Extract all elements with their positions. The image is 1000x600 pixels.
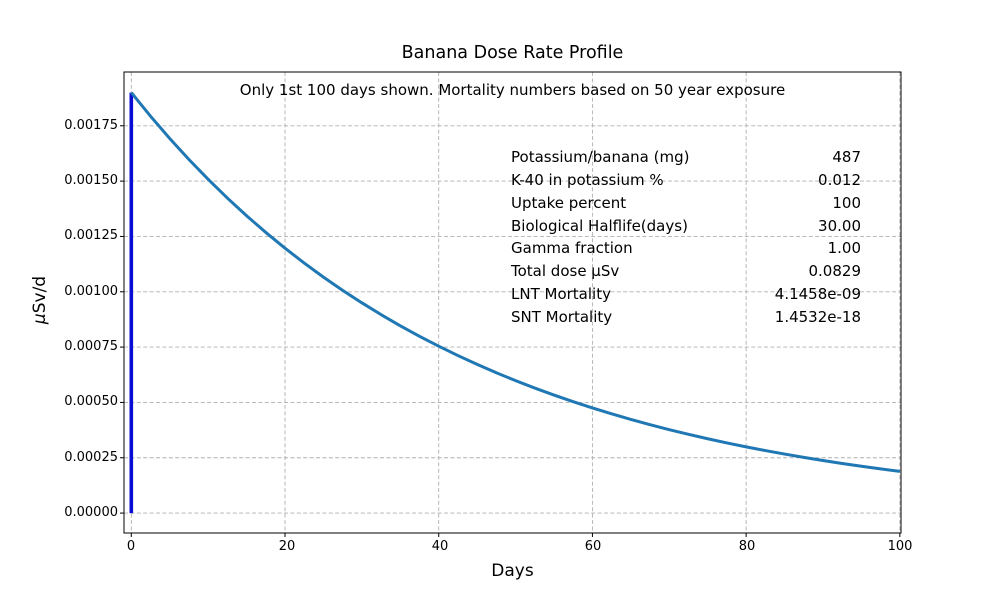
table-row: Gamma fraction 1.00 bbox=[511, 237, 861, 260]
y-tick-label: 0.00175 bbox=[64, 118, 118, 133]
x-tick-label: 80 bbox=[738, 539, 756, 554]
y-tick-label: 0.00125 bbox=[64, 228, 118, 243]
x-axis-label: Days bbox=[491, 561, 534, 581]
param-label: K-40 in potassium % bbox=[511, 170, 664, 189]
param-label: SNT Mortality bbox=[511, 307, 613, 326]
param-label: Potassium/banana (mg) bbox=[511, 148, 690, 166]
y-tick-label: 0.00100 bbox=[64, 284, 118, 299]
param-label: LNT Mortality bbox=[511, 285, 611, 304]
param-value: 4.1458e-09 bbox=[774, 285, 861, 304]
table-row: Total dose μSv 0.0829 bbox=[511, 260, 861, 283]
param-value: 1.4532e-18 bbox=[774, 307, 861, 326]
param-value: 30.00 bbox=[818, 216, 861, 235]
y-tick-label: 0.00000 bbox=[64, 505, 118, 520]
param-label: Gamma fraction bbox=[511, 239, 633, 258]
x-tick-label: 0 bbox=[126, 539, 136, 554]
mu-glyph: μ bbox=[30, 313, 50, 325]
table-row: Uptake percent 100 bbox=[511, 192, 861, 215]
y-tick-label: 0.00150 bbox=[64, 173, 118, 188]
parameter-table: Potassium/banana (mg) 487 K-40 in potass… bbox=[511, 146, 861, 329]
table-row: SNT Mortality 1.4532e-18 bbox=[511, 306, 861, 329]
x-tick-label: 100 bbox=[887, 539, 913, 554]
x-tick-label: 60 bbox=[584, 539, 602, 554]
chart-title: Banana Dose Rate Profile bbox=[401, 43, 624, 63]
axes-frame bbox=[123, 71, 902, 534]
param-value: 100 bbox=[832, 193, 861, 212]
dose-rate-decay bbox=[130, 91, 901, 473]
x-tick-label: 40 bbox=[431, 539, 449, 554]
param-value: 487 bbox=[832, 148, 861, 166]
param-value: 1.00 bbox=[827, 239, 861, 258]
y-tick-label: 0.00050 bbox=[64, 394, 118, 409]
y-tick-label: 0.00025 bbox=[64, 450, 118, 465]
table-row: K-40 in potassium % 0.012 bbox=[511, 169, 861, 192]
param-label: Total dose μSv bbox=[511, 262, 620, 281]
param-value: 0.0829 bbox=[808, 262, 862, 281]
x-tick-label: 20 bbox=[278, 539, 296, 554]
chart-annotation: Only 1st 100 days shown. Mortality numbe… bbox=[239, 81, 786, 99]
y-tick-label: 0.00075 bbox=[64, 339, 118, 354]
table-row: LNT Mortality 4.1458e-09 bbox=[511, 283, 861, 306]
table-row: Biological Halflife(days) 30.00 bbox=[511, 215, 861, 238]
table-row: Potassium/banana (mg) 487 bbox=[511, 146, 861, 169]
param-label: Biological Halflife(days) bbox=[511, 216, 688, 235]
param-value: 0.012 bbox=[818, 170, 861, 189]
param-label: Uptake percent bbox=[511, 193, 627, 212]
